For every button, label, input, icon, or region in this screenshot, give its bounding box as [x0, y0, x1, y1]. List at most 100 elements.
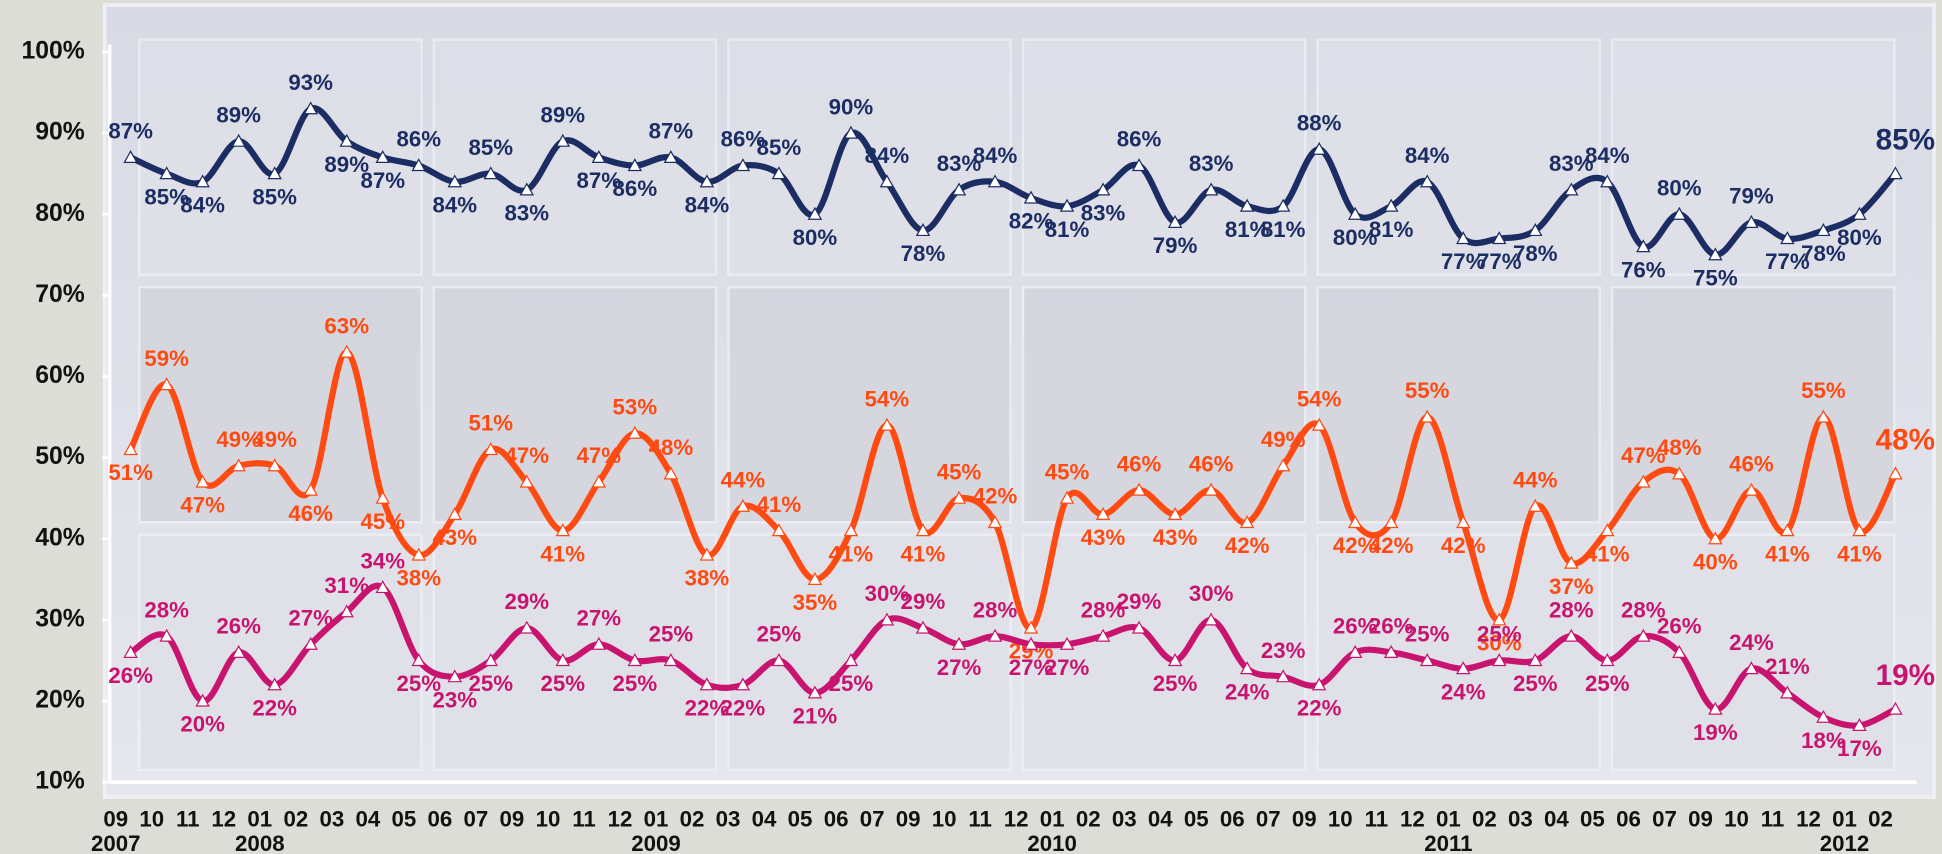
data-label: 19%	[1693, 720, 1738, 745]
point-marker	[1275, 458, 1291, 472]
data-label: 81%	[1261, 217, 1306, 242]
x-tick-label: 02	[1076, 806, 1101, 831]
data-label: 80%	[793, 225, 838, 250]
point-marker	[1275, 198, 1291, 212]
point-marker	[1564, 182, 1579, 196]
point-marker	[735, 677, 751, 691]
point-marker	[1852, 717, 1867, 731]
photo-grid	[138, 38, 1896, 772]
x-tick-label: 11	[1365, 806, 1389, 831]
y-tick-label: 10%	[35, 768, 85, 795]
point-marker	[123, 442, 138, 456]
x-tick-label: 04	[1544, 806, 1569, 831]
point-marker	[771, 166, 787, 180]
point-marker	[195, 174, 210, 188]
photo-cell	[1021, 285, 1307, 524]
y-tick-label: 50%	[35, 443, 85, 470]
point-marker	[879, 417, 895, 431]
data-label: 25%	[1513, 671, 1558, 696]
point-marker	[1059, 198, 1075, 212]
data-label: 47%	[180, 493, 225, 518]
point-marker	[1636, 239, 1651, 253]
data-label: 46%	[288, 501, 333, 526]
point-marker	[1023, 620, 1039, 634]
data-label: 24%	[1225, 679, 1270, 704]
data-label: 46%	[1729, 451, 1774, 476]
data-label: 22%	[685, 695, 730, 720]
data-label: 84%	[180, 192, 225, 217]
point-marker	[1600, 653, 1615, 667]
point-marker	[159, 377, 174, 391]
point-marker	[1419, 174, 1435, 188]
point-marker	[1203, 182, 1219, 196]
point-marker	[1455, 515, 1471, 529]
data-label: 89%	[541, 102, 586, 127]
data-label: 21%	[1765, 654, 1810, 679]
point-marker	[951, 636, 967, 650]
point-marker	[1167, 653, 1183, 667]
data-label: 87%	[108, 119, 153, 144]
photo-cell	[138, 533, 423, 772]
x-tick-label: 03	[1508, 806, 1533, 831]
point-marker	[1131, 158, 1147, 172]
x-tick-label: 12	[608, 806, 633, 831]
point-marker	[411, 653, 426, 667]
data-label: 25%	[613, 671, 658, 696]
data-label: 79%	[1729, 184, 1774, 209]
x-tick-label: 02	[1472, 806, 1497, 831]
point-marker	[267, 458, 282, 472]
point-marker	[1780, 685, 1795, 699]
point-marker	[915, 223, 931, 237]
data-label: 85%	[757, 135, 802, 160]
y-tick-label: 20%	[35, 687, 85, 714]
data-label: 42%	[1369, 533, 1414, 558]
point-marker	[123, 149, 138, 164]
point-marker	[519, 182, 535, 196]
point-marker	[1347, 515, 1363, 529]
point-marker	[231, 644, 246, 658]
data-label: 48%	[1657, 435, 1702, 460]
data-label: 77%	[1765, 249, 1810, 274]
point-marker	[519, 474, 535, 488]
data-label: 81%	[1369, 217, 1414, 242]
data-label: 41%	[1765, 541, 1810, 566]
point-marker	[1528, 498, 1543, 512]
data-label: 34%	[360, 549, 405, 574]
data-label: 54%	[1297, 386, 1342, 411]
y-tick-label: 30%	[35, 605, 85, 632]
x-tick-label: 02	[680, 806, 705, 831]
data-label: 83%	[1081, 201, 1126, 226]
data-label: 42%	[1441, 533, 1486, 558]
data-label: 22%	[721, 695, 766, 720]
point-marker	[339, 344, 354, 358]
data-label: 93%	[288, 70, 333, 95]
point-marker	[159, 166, 174, 180]
point-marker	[1672, 466, 1687, 480]
data-label: 20%	[180, 712, 225, 737]
x-tick-label: 06	[824, 806, 849, 831]
data-label: 81%	[1045, 217, 1090, 242]
point-marker	[519, 620, 535, 634]
data-label: 27%	[577, 605, 622, 630]
y-tick-label: 100%	[22, 38, 85, 65]
point-marker	[1600, 523, 1615, 537]
data-label: 49%	[252, 427, 297, 452]
x-tick-label: 03	[716, 806, 741, 831]
point-marker	[267, 677, 282, 691]
data-label: 41%	[901, 541, 946, 566]
point-marker	[483, 653, 499, 667]
data-label: 55%	[1801, 378, 1846, 403]
point-marker	[1383, 198, 1399, 212]
data-label: 43%	[432, 525, 477, 550]
point-marker	[1239, 198, 1255, 212]
data-label: 29%	[901, 589, 946, 614]
data-label: 49%	[1261, 427, 1306, 452]
data-label: 25%	[468, 671, 513, 696]
point-marker	[627, 425, 643, 439]
x-tick-label: 02	[1868, 806, 1893, 831]
data-label: 28%	[973, 597, 1018, 622]
data-label: 28%	[1081, 597, 1126, 622]
point-marker	[483, 442, 499, 456]
